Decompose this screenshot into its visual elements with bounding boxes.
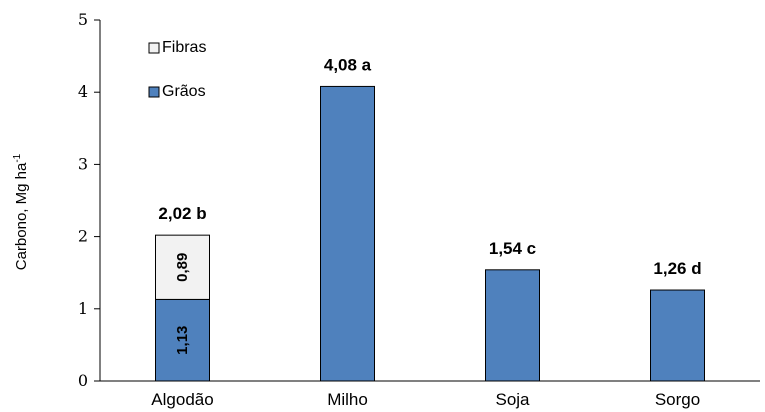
total-label: 2,02 b bbox=[158, 204, 206, 223]
legend-swatch-fibras bbox=[148, 42, 160, 54]
legend: Fibras Grãos bbox=[148, 39, 206, 100]
y-tick-label: 5 bbox=[78, 10, 88, 29]
y-tick-label: 4 bbox=[78, 82, 88, 101]
y-tick-label: 1 bbox=[78, 299, 88, 318]
y-axis-label-superscript: -1 bbox=[12, 153, 23, 162]
category-label: Sorgo bbox=[655, 390, 700, 409]
y-tick-label: 0 bbox=[78, 371, 88, 390]
legend-label: Fibras bbox=[162, 39, 206, 56]
bar-grãos bbox=[485, 269, 540, 382]
total-label: 4,08 a bbox=[324, 55, 372, 74]
legend-label: Grãos bbox=[162, 83, 206, 100]
bar-grãos bbox=[650, 289, 705, 382]
segment-label: 1,13 bbox=[174, 326, 191, 355]
bar-grãos bbox=[320, 85, 375, 382]
labels: 1,13 0,89 2,02 b Algodão 4,08 a Milho 1,54 c So… bbox=[151, 55, 701, 409]
segment-label: 0,89 bbox=[174, 253, 191, 282]
y-axis-label-text: Carbono, Mg ha bbox=[13, 162, 30, 270]
bar-fibras bbox=[155, 234, 210, 300]
bars bbox=[155, 85, 705, 382]
category-label: Algodão bbox=[151, 390, 213, 409]
category-label: Milho bbox=[327, 390, 368, 409]
y-tick-label: 2 bbox=[78, 227, 88, 246]
total-label: 1,54 c bbox=[489, 239, 536, 258]
legend-swatch-grãos bbox=[148, 86, 160, 98]
y-tick-label: 3 bbox=[78, 154, 88, 173]
category-label: Soja bbox=[495, 390, 530, 409]
total-label: 1,26 d bbox=[653, 259, 701, 278]
y-axis-label: Carbono, Mg ha-1 bbox=[12, 153, 30, 270]
